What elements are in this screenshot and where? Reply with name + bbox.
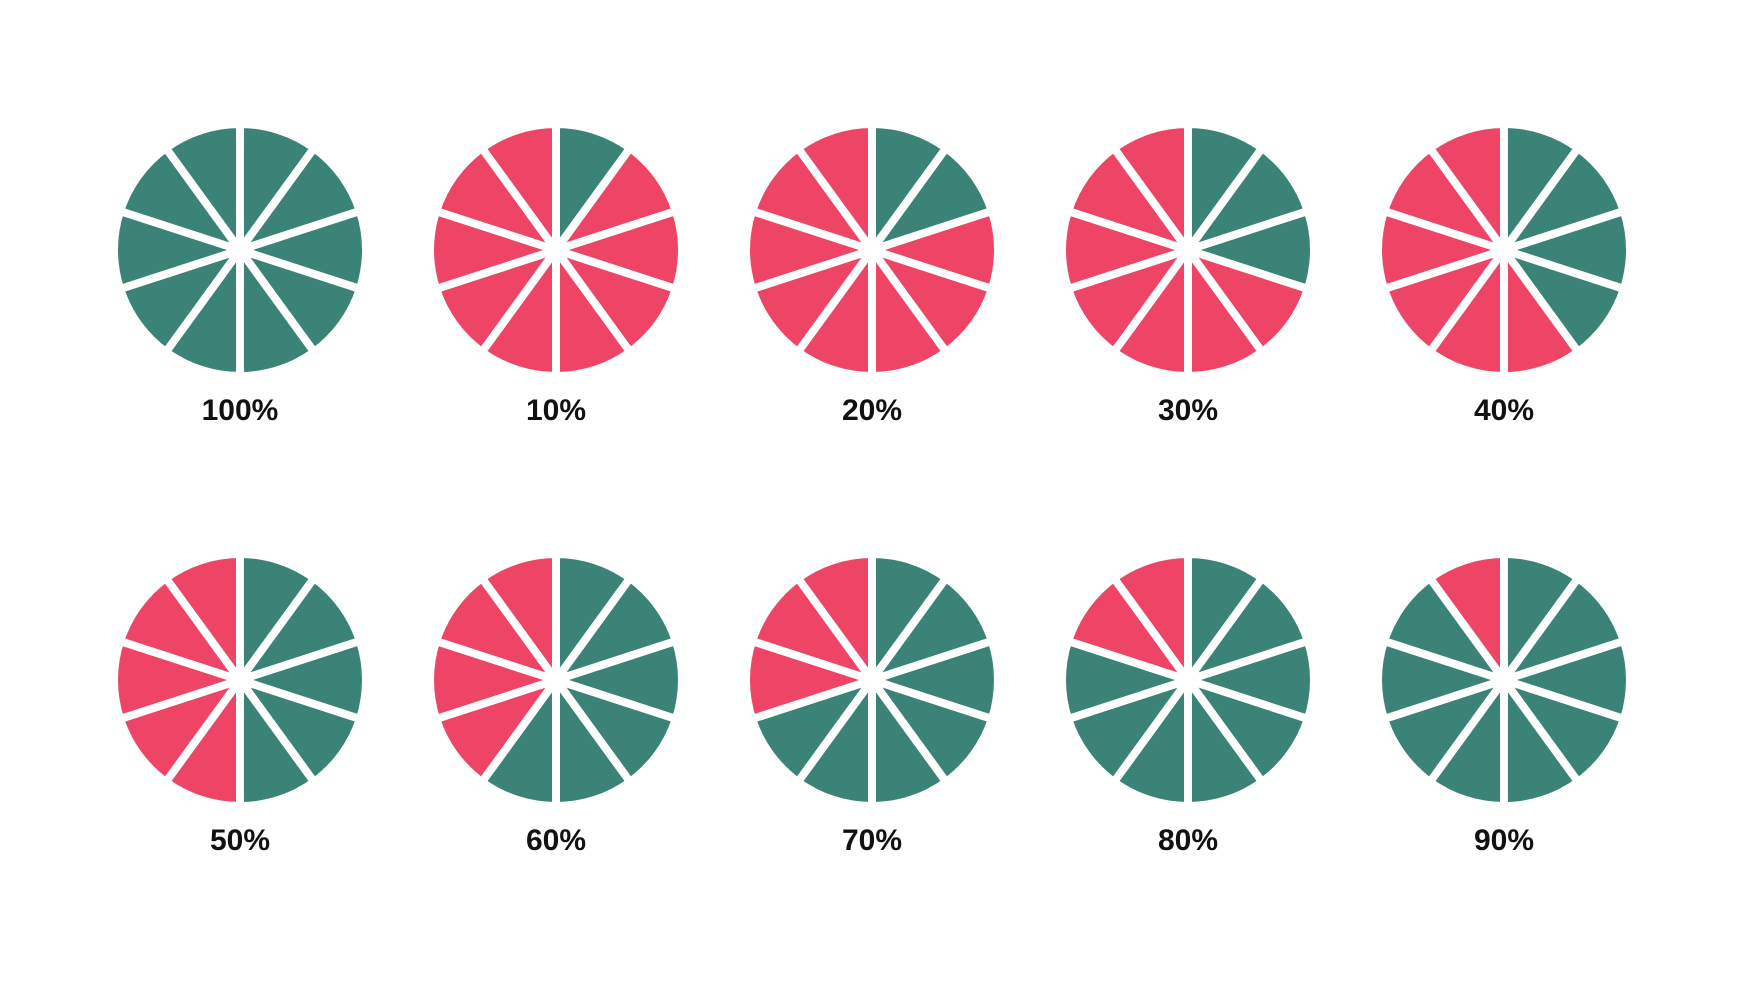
pie-label: 70% <box>842 824 902 857</box>
pie-center-hole <box>544 668 568 692</box>
pie-label: 20% <box>842 394 902 427</box>
pie-label: 50% <box>210 824 270 857</box>
pie-pct-80: 80% <box>1062 554 1314 857</box>
pie-label: 100% <box>202 394 279 427</box>
pie-center-hole <box>228 238 252 262</box>
pie-center-hole <box>1492 238 1516 262</box>
pie-center-hole <box>1492 668 1516 692</box>
pie-pct-70: 70% <box>746 554 998 857</box>
pie-center-hole <box>860 668 884 692</box>
pie-pct-10: 10% <box>430 124 682 427</box>
pie-center-hole <box>860 238 884 262</box>
pie-pct-30: 30% <box>1062 124 1314 427</box>
pie-pct-20: 20% <box>746 124 998 427</box>
pie-pct-100: 100% <box>114 124 366 427</box>
pie-pct-40: 40% <box>1378 124 1630 427</box>
pie-pct-50: 50% <box>114 554 366 857</box>
chart-grid: 100% 10% 20% 30% 40% 50% 60% 70% 80% 90% <box>0 0 1742 980</box>
pie-label: 80% <box>1158 824 1218 857</box>
pie-center-hole <box>544 238 568 262</box>
pie-center-hole <box>1176 238 1200 262</box>
pie-pct-60: 60% <box>430 554 682 857</box>
pie-label: 40% <box>1474 394 1534 427</box>
pie-center-hole <box>1176 668 1200 692</box>
pie-label: 60% <box>526 824 586 857</box>
pie-label: 30% <box>1158 394 1218 427</box>
pie-center-hole <box>228 668 252 692</box>
pie-label: 10% <box>526 394 586 427</box>
pie-pct-90: 90% <box>1378 554 1630 857</box>
percentage-pie-grid-svg: 100% 10% 20% 30% 40% 50% 60% 70% 80% 90% <box>0 0 1742 980</box>
pie-label: 90% <box>1474 824 1534 857</box>
